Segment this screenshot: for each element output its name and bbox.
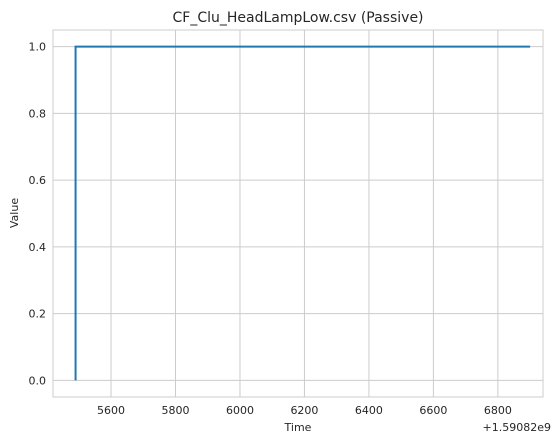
y-tick-label: 0.8 [29, 107, 47, 120]
x-tick-label: 5600 [97, 404, 125, 417]
y-tick-label: 0.6 [29, 174, 47, 187]
x-offset-label: +1.59082e9 [483, 421, 551, 434]
y-tick-label: 1.0 [29, 41, 47, 54]
y-tick-label: 0.0 [29, 374, 47, 387]
x-tick-label: 6800 [484, 404, 512, 417]
x-tick-label: 6200 [290, 404, 318, 417]
y-tick-labels: 0.0 0.2 0.4 0.6 0.8 1.0 [29, 41, 47, 388]
y-tick-label: 0.2 [29, 308, 47, 321]
x-tick-label: 6600 [419, 404, 447, 417]
series-layer [74, 45, 531, 381]
chart-title: CF_Clu_HeadLampLow.csv (Passive) [172, 10, 423, 26]
y-axis-label: Value [8, 198, 21, 228]
series-line [74, 45, 531, 381]
x-axis-label: Time [284, 421, 312, 434]
y-tick-label: 0.4 [29, 241, 47, 254]
plot-background [53, 30, 543, 397]
x-tick-label: 6000 [226, 404, 254, 417]
x-tick-label: 6400 [355, 404, 383, 417]
x-tick-labels: 5600 5800 6000 6200 6400 6600 6800 [97, 404, 512, 417]
plot-frame [52, 29, 544, 398]
x-tick-label: 5800 [162, 404, 190, 417]
